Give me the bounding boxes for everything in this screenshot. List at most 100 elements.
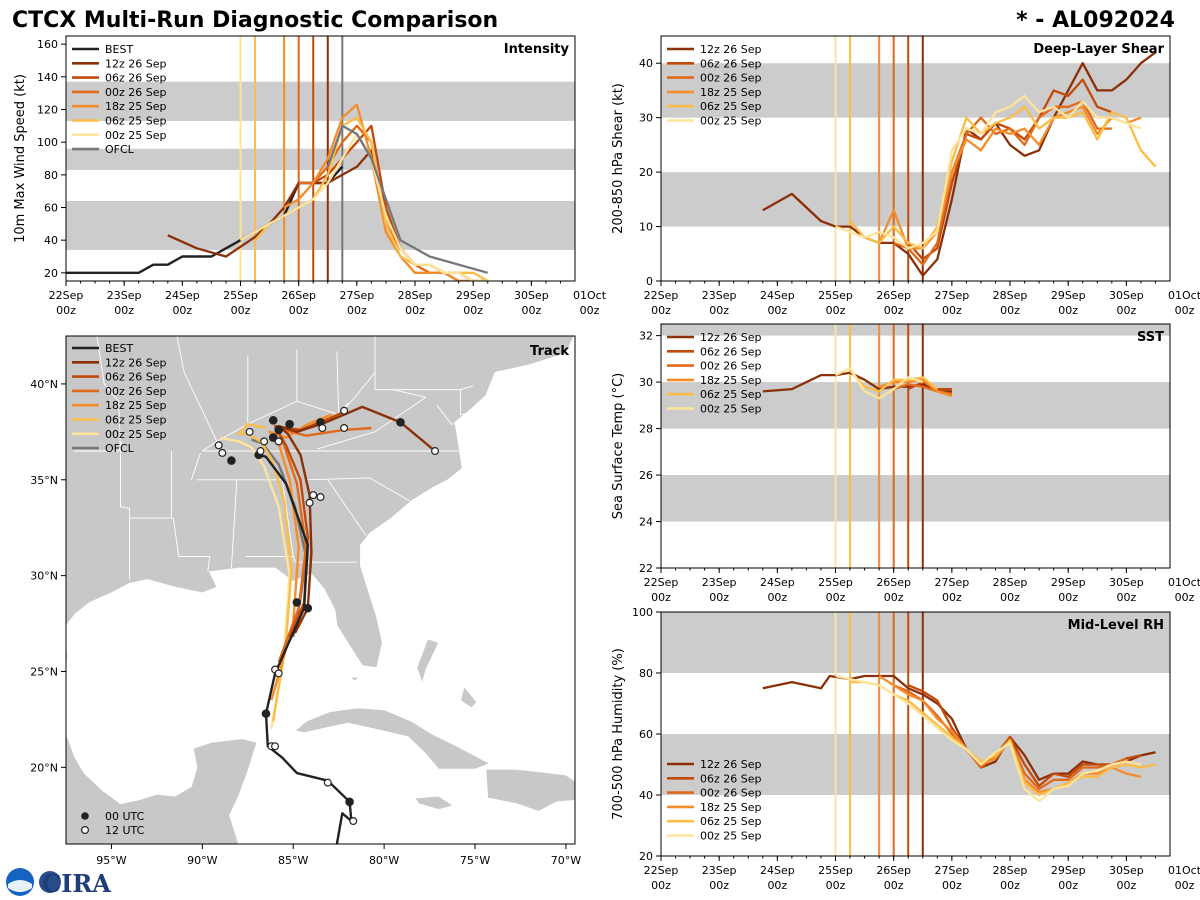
x-tick-label: 00z: [651, 591, 671, 604]
x-tick-label: 00z: [826, 879, 846, 892]
x-tick-label: 00z: [826, 591, 846, 604]
plot-area: [661, 36, 1170, 281]
x-tick-label: 00z: [884, 304, 904, 317]
marker-00utc: [274, 425, 283, 435]
legend-label: BEST: [105, 342, 133, 355]
marker-00utc: [396, 417, 405, 427]
series-line-ofcl: [326, 124, 489, 274]
legend-label: 12z 26 Sep: [105, 57, 167, 70]
map-frame: [65, 335, 576, 845]
legend-label: 12z 26 Sep: [700, 43, 762, 56]
threshold-band: [661, 172, 1170, 227]
y-tick-label: 140: [37, 71, 58, 84]
threshold-band: [66, 200, 575, 250]
x-tick-label: 26Sep: [876, 576, 911, 589]
legend-label: 00z 25 Sep: [700, 830, 762, 843]
plot-area: [66, 36, 575, 281]
x-tick-label: 00z: [172, 304, 192, 317]
lon-tick-label: 75°W: [460, 854, 490, 867]
x-tick-label: 00z: [767, 304, 787, 317]
marker-12utc: [256, 447, 265, 456]
panel-title: Intensity: [504, 42, 570, 57]
series-line-00z-25-sep: [835, 367, 924, 400]
state-border: [120, 451, 131, 580]
marker-12utc: [245, 427, 254, 436]
x-tick-label: 00z: [463, 304, 483, 317]
x-tick-label: 22Sep: [644, 864, 679, 877]
x-tick-label: 29Sep: [456, 289, 491, 302]
legend-label: 00z 26 Sep: [700, 787, 762, 800]
land-bahamas: [416, 638, 440, 685]
legend-label: 06z 25 Sep: [700, 100, 762, 113]
legend-label: 00 UTC: [105, 810, 145, 823]
state-border: [176, 336, 218, 442]
panel-sst: 22Sep 00z 23Sep 00z 24Sep 00z 25Sep 00z 26Sep 00z…: [611, 323, 1200, 604]
marker-12utc: [271, 742, 280, 751]
axes-frame: [65, 35, 576, 282]
legend-label: 12z 26 Sep: [700, 758, 762, 771]
x-tick-label: 29Sep: [1051, 576, 1086, 589]
plot-area: [661, 612, 1170, 856]
state-border: [436, 404, 472, 425]
legend-marker-12utc: [80, 825, 89, 834]
x-tick-label: 30Sep: [1109, 289, 1144, 302]
threshold-band: [661, 382, 1170, 429]
x-tick-label: 28Sep: [993, 576, 1028, 589]
land-keys: [348, 676, 360, 682]
x-tick-label: 24Sep: [760, 289, 795, 302]
threshold-band: [66, 81, 575, 121]
x-tick-label: 00z: [114, 304, 134, 317]
x-tick-label: 28Sep: [993, 864, 1028, 877]
x-tick-label: 23Sep: [702, 576, 737, 589]
state-border: [305, 477, 410, 502]
legend-label: 06z 25 Sep: [700, 388, 762, 401]
x-tick-label: 00z: [1175, 304, 1195, 317]
x-tick-label: 00z: [884, 591, 904, 604]
series-line-00z-25-sep: [835, 94, 1142, 250]
legend-label: 18z 25 Sep: [105, 399, 167, 412]
panel-track: 95°W 90°W 85°W 80°W 75°W 70°W 20°N 25°N 30°N 35°N…: [30, 335, 581, 867]
x-tick-label: 27Sep: [934, 864, 969, 877]
legend-label: 00z 25 Sep: [105, 428, 167, 441]
x-tick-label: 00z: [1000, 879, 1020, 892]
x-tick-label: 00z: [884, 879, 904, 892]
legend-label: 06z 26 Sep: [700, 57, 762, 70]
series-line-12z-26-sep: [762, 51, 1157, 277]
marker-00utc: [292, 598, 302, 607]
legend-label: 00z 26 Sep: [105, 86, 167, 99]
lon-tick-label: 85°W: [278, 854, 308, 867]
marker-12utc: [274, 669, 283, 678]
track-line-06z-25-sep: [237, 423, 293, 722]
x-tick-label: 28Sep: [398, 289, 433, 302]
legend-label: 18z 25 Sep: [700, 86, 762, 99]
track-line-12z-26-sep: [277, 405, 436, 634]
y-tick-label: 30: [639, 112, 653, 125]
y-axis-label: 200-850 hPa Shear (kt): [611, 83, 626, 234]
x-tick-label: 00z: [1175, 591, 1195, 604]
land-jamaica: [414, 795, 455, 810]
y-tick-label: 26: [639, 469, 653, 482]
y-tick-label: 40: [639, 789, 653, 802]
land-cuba: [294, 707, 491, 770]
legend-label: 00z 25 Sep: [700, 115, 762, 128]
x-tick-label: 22Sep: [644, 289, 679, 302]
x-tick-label: 00z: [1116, 304, 1136, 317]
legend-label: 06z 25 Sep: [700, 815, 762, 828]
panel-title: Mid-Level RH: [1068, 618, 1164, 633]
y-axis-label: Sea Surface Temp (°C): [611, 373, 626, 520]
marker-12utc: [214, 441, 223, 450]
state-border: [316, 396, 427, 450]
x-tick-label: 00z: [709, 304, 729, 317]
x-tick-label: 00z: [405, 304, 425, 317]
legend-label: 18z 25 Sep: [105, 100, 167, 113]
y-axis-label: 10m Max Wind Speed (kt): [13, 74, 28, 243]
marker-12utc: [274, 437, 283, 446]
x-tick-label: 00z: [1175, 879, 1195, 892]
x-tick-label: 01Oct: [573, 289, 607, 302]
y-axis-label: 700-500 hPa Humidity (%): [611, 648, 626, 820]
y-tick-label: 10: [639, 221, 653, 234]
x-tick-label: 00z: [709, 591, 729, 604]
x-tick-label: 00z: [767, 879, 787, 892]
x-tick-label: 22Sep: [644, 576, 679, 589]
x-tick-label: 00z: [942, 879, 962, 892]
